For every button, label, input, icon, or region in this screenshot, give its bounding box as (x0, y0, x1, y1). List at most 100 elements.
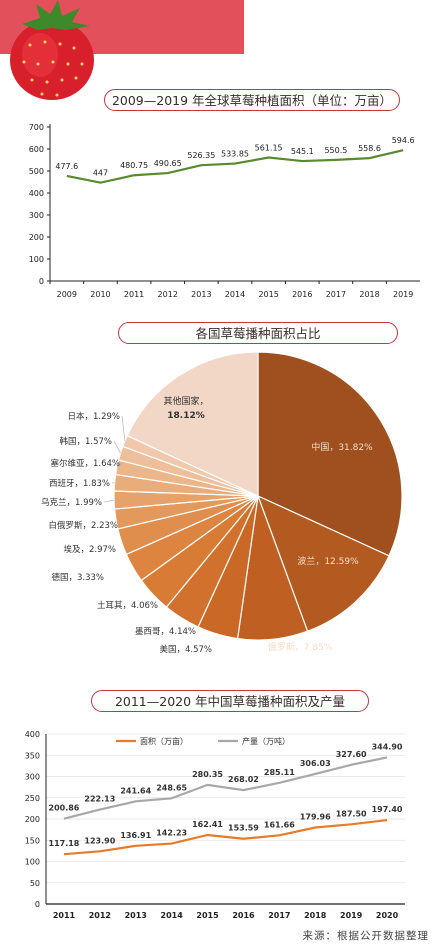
y-tick-label: 100 (29, 255, 44, 264)
data-label: 162.41 (192, 820, 223, 829)
y-tick-label: 50 (30, 879, 40, 888)
pie-slice (257, 351, 403, 557)
x-tick-label: 2013 (191, 290, 211, 299)
data-label: 447 (93, 169, 108, 178)
data-label: 123.90 (84, 836, 115, 845)
x-tick-label: 2014 (225, 290, 245, 299)
y-tick-label: 200 (25, 815, 40, 824)
y-tick-label: 500 (29, 167, 44, 176)
data-label: 490.65 (154, 159, 182, 168)
chart3-title: 2011—2020 年中国草莓播种面积及产量 (91, 690, 369, 712)
legend-label: 面积（万亩） (140, 736, 188, 746)
y-tick-label: 600 (29, 145, 44, 154)
slice-label: 塞尔维亚，1.64% (50, 458, 120, 469)
data-label: 187.50 (336, 809, 367, 818)
x-tick-label: 2011 (53, 911, 76, 920)
data-label: 545.1 (291, 147, 314, 156)
x-tick-label: 2012 (89, 911, 111, 920)
leader-line (113, 440, 121, 454)
x-tick-label: 2016 (232, 911, 255, 920)
data-label: 200.86 (49, 804, 80, 813)
data-label: 136.91 (120, 831, 151, 840)
y-tick-label: 400 (25, 730, 40, 739)
slice-label: 乌克兰，1.99% (41, 497, 102, 508)
pie-slice (126, 351, 259, 497)
chart2-title: 各国草莓播种面积占比 (118, 322, 398, 344)
y-tick-label: 0 (35, 900, 40, 909)
y-tick-label: 100 (25, 858, 40, 867)
x-tick-label: 2018 (359, 290, 379, 299)
data-label: 280.35 (192, 770, 223, 779)
chart1-title: 2009—2019 年全球草莓种植面积（单位：万亩） (104, 89, 400, 111)
slice-label: 俄罗斯，7.85% (268, 641, 333, 653)
y-tick-label: 150 (25, 836, 40, 845)
data-label: 480.75 (120, 161, 148, 170)
slice-label: 德国，3.33% (51, 572, 104, 583)
y-tick-label: 0 (39, 277, 44, 286)
x-tick-label: 2015 (196, 911, 219, 920)
legend-label: 产量（万吨） (242, 736, 290, 746)
data-label: 533.85 (221, 150, 249, 159)
chart1-global-area: 0 100 200 300 400 500 600 700 2009 477.6 2010 447 20… (29, 123, 420, 299)
y-tick-label: 700 (29, 123, 44, 132)
y-tick-label: 200 (29, 233, 44, 242)
x-tick-label: 2013 (125, 911, 147, 920)
chart3-china-area-output: 0 50 100 150 200 250 300 350 400 2011 2012 2013 2014… (25, 730, 405, 920)
slice-label: 日本，1.29% (67, 411, 120, 422)
data-label: 248.65 (156, 783, 187, 792)
chart2-pie: 中国，31.82% 波兰，12.59% 俄罗斯，7.85% 美国，4.57% 墨西哥，4… (41, 351, 403, 655)
x-tick-label: 2020 (376, 911, 399, 920)
slice-label: 美国，4.57% (159, 644, 212, 655)
slice-label: 墨西哥，4.14% (135, 627, 196, 637)
strawberry-icon (10, 0, 94, 100)
slice-label: 中国，31.82% (311, 441, 373, 453)
source-note: 来源：根据公开数据整理 (302, 930, 429, 942)
data-label: 197.40 (372, 805, 403, 814)
y-tick-label: 300 (25, 773, 40, 782)
data-label: 477.6 (55, 162, 78, 171)
x-tick-label: 2017 (326, 290, 346, 299)
data-label: 268.02 (228, 775, 259, 784)
data-label: 561.15 (255, 144, 283, 153)
data-label: 344.90 (372, 742, 403, 751)
data-label: 327.60 (336, 750, 367, 759)
data-label: 550.5 (324, 146, 347, 155)
pie-slice (256, 494, 390, 632)
data-label: 153.59 (228, 824, 259, 833)
leader-line (103, 499, 115, 503)
leader-line (116, 462, 123, 468)
slice-label: 土耳其，4.06% (97, 600, 158, 611)
y-tick-label: 350 (25, 751, 40, 760)
data-label: 285.11 (264, 768, 295, 777)
x-tick-label: 2017 (268, 911, 290, 920)
y-tick-label: 400 (29, 189, 44, 198)
y-tick-label: 250 (25, 794, 40, 803)
data-label: 558.6 (358, 144, 381, 153)
y-tick-label: 300 (29, 211, 44, 220)
x-tick-label: 2010 (90, 290, 110, 299)
data-label: 241.64 (120, 786, 151, 795)
data-label: 161.66 (264, 820, 295, 829)
series-line (63, 756, 388, 820)
slice-label: 白俄罗斯，2.23% (48, 520, 118, 531)
x-tick-label: 2016 (292, 290, 312, 299)
series-line (66, 149, 404, 184)
x-tick-label: 2019 (340, 911, 363, 920)
x-tick-label: 2015 (258, 290, 278, 299)
slice-label: 韩国，1.57% (59, 436, 112, 447)
x-tick-label: 2012 (158, 290, 178, 299)
slice-label: 其他国家， 18.12% (163, 395, 208, 421)
series-line (63, 819, 388, 856)
data-label: 594.6 (392, 136, 415, 145)
slice-label: 波兰，12.59% (297, 555, 359, 567)
x-tick-label: 2018 (304, 911, 327, 920)
data-label: 222.13 (84, 795, 115, 804)
data-label: 306.03 (300, 759, 331, 768)
x-tick-label: 2011 (124, 290, 144, 299)
slice-label: 西班牙，1.83% (49, 478, 110, 489)
x-tick-label: 2019 (393, 290, 413, 299)
data-label: 179.96 (300, 813, 331, 822)
x-tick-label: 2014 (161, 911, 184, 920)
x-tick-label: 2009 (57, 290, 77, 299)
data-label: 142.23 (156, 829, 187, 838)
